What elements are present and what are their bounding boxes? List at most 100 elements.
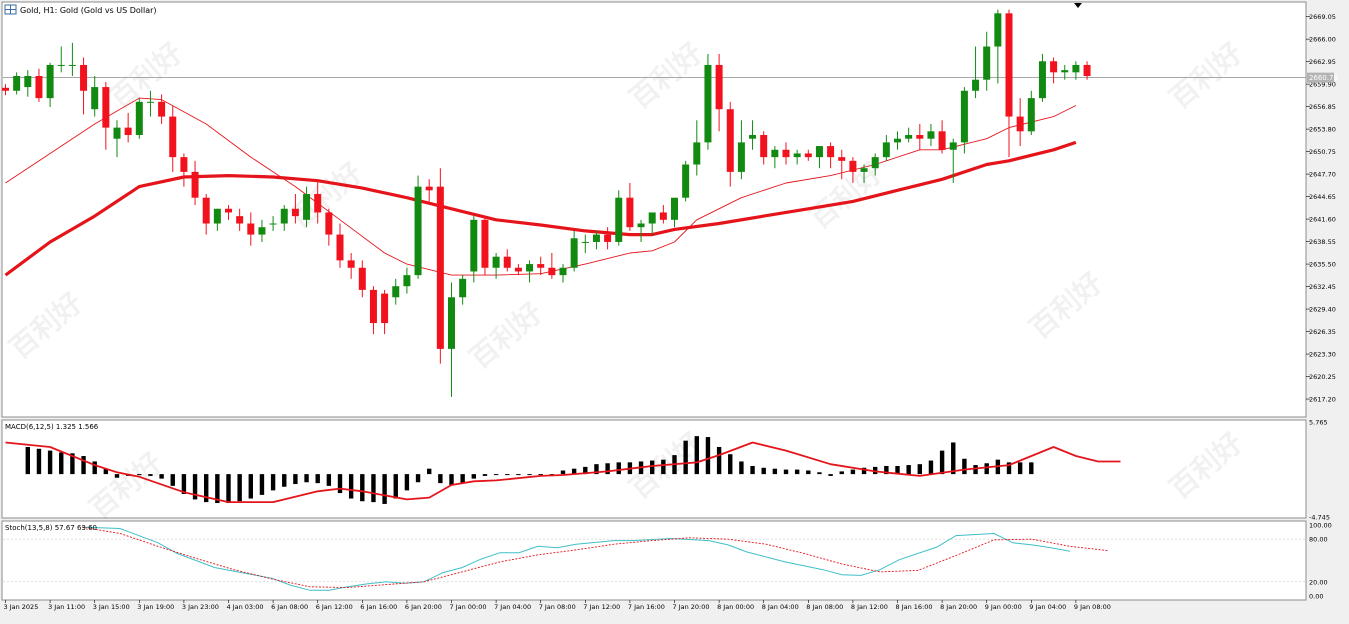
candle xyxy=(291,194,299,224)
candle-body xyxy=(671,197,678,220)
candle xyxy=(905,127,913,143)
candle-body xyxy=(68,64,76,66)
candle xyxy=(247,212,255,246)
candle-body xyxy=(726,109,734,172)
price-tick-label: 2653.80 xyxy=(1309,126,1336,134)
current-price-tag xyxy=(1307,72,1334,83)
stoch-tick-label: 0.00 xyxy=(1309,593,1323,601)
macd-bar xyxy=(594,464,599,475)
price-tick-label: 2638.55 xyxy=(1309,238,1336,246)
candle-body xyxy=(325,212,333,235)
candle xyxy=(938,120,946,154)
candle xyxy=(57,46,65,73)
candle-body xyxy=(949,142,957,150)
macd-bar xyxy=(694,436,699,475)
candle xyxy=(1005,9,1013,158)
macd-bar xyxy=(371,474,376,503)
macd-bar xyxy=(605,463,610,475)
chart-shift-marker[interactable] xyxy=(1074,3,1082,8)
candle xyxy=(526,260,534,283)
macd-bar xyxy=(304,474,309,483)
candle xyxy=(392,278,400,305)
candle-body xyxy=(737,142,745,172)
stoch-tick-label: 20.00 xyxy=(1309,578,1328,586)
time-tick-label: 7 Jan 08:00 xyxy=(539,603,576,611)
current-price-label: 2660.78 xyxy=(1309,74,1338,82)
candle xyxy=(303,186,311,228)
candle-body xyxy=(303,194,311,220)
macd-bar xyxy=(404,474,410,491)
candle xyxy=(169,105,177,172)
macd-bar xyxy=(170,474,175,486)
stoch-tick-label: 80.00 xyxy=(1309,536,1328,544)
candle-body xyxy=(1038,61,1046,99)
candle-body xyxy=(827,146,835,158)
candle-body xyxy=(604,234,612,242)
macd-bar xyxy=(828,474,833,476)
candle xyxy=(68,42,76,77)
candle xyxy=(648,212,656,235)
candle-body xyxy=(592,234,600,242)
candle xyxy=(793,149,801,165)
candle xyxy=(994,9,1002,84)
candle xyxy=(158,94,166,124)
candle-body xyxy=(905,135,913,139)
candle xyxy=(871,153,879,176)
candle xyxy=(24,70,32,97)
candle xyxy=(693,120,701,176)
time-axis: 3 Jan 2025 3 Jan 11:00 3 Jan 15:00 3 Jan 19… xyxy=(4,600,1111,611)
moving-averages xyxy=(4,97,1077,277)
candle xyxy=(514,264,522,276)
candle xyxy=(213,208,221,231)
candle xyxy=(1027,90,1035,136)
candle-body xyxy=(760,135,768,158)
candle-body xyxy=(392,286,400,298)
macd-bar xyxy=(560,470,566,475)
candle-body xyxy=(771,149,779,158)
macd-bar xyxy=(293,474,298,485)
macd-bar xyxy=(850,469,856,475)
candle xyxy=(771,146,779,169)
macd-bar xyxy=(806,470,811,475)
candle-body xyxy=(448,297,455,349)
macd-bar xyxy=(783,469,789,475)
ma-fast-line xyxy=(5,97,1077,276)
candle-body xyxy=(749,135,757,139)
macd-bar xyxy=(427,468,432,475)
macd-bar xyxy=(772,468,778,475)
candle xyxy=(671,197,678,228)
candle xyxy=(894,131,901,150)
time-tick-label: 7 Jan 04:00 xyxy=(494,603,531,611)
candle xyxy=(225,205,232,220)
macd-bar xyxy=(70,453,75,475)
candle xyxy=(815,146,823,169)
macd-bar xyxy=(884,465,889,475)
price-tick-label: 2626.35 xyxy=(1309,328,1336,336)
candle xyxy=(659,205,667,224)
candle-body xyxy=(1050,61,1058,73)
macd-bar xyxy=(538,474,543,476)
candle-body xyxy=(425,186,433,191)
stochastic-panel: 100.00 80.00 20.00 0.00 xyxy=(3,522,1332,601)
macd-bar xyxy=(527,474,532,476)
candle xyxy=(91,76,99,117)
candle xyxy=(927,123,935,147)
candle-body xyxy=(169,116,177,158)
candle xyxy=(1061,64,1069,80)
candle xyxy=(102,81,110,150)
macd-bar xyxy=(471,474,476,479)
macd-bar xyxy=(493,474,499,476)
candle xyxy=(2,84,9,96)
time-tick-label: 8 Jan 00:00 xyxy=(717,603,754,611)
macd-bar xyxy=(36,448,42,475)
candle-body xyxy=(381,293,389,324)
candle xyxy=(503,249,511,272)
candle-body xyxy=(804,153,812,158)
candle-body xyxy=(314,194,322,213)
candle-body xyxy=(838,157,846,161)
macd-bar xyxy=(360,474,365,502)
candle-body xyxy=(1072,64,1080,73)
candle xyxy=(1016,98,1024,147)
time-tick-label: 6 Jan 20:00 xyxy=(405,603,442,611)
time-tick-label: 7 Jan 16:00 xyxy=(628,603,665,611)
